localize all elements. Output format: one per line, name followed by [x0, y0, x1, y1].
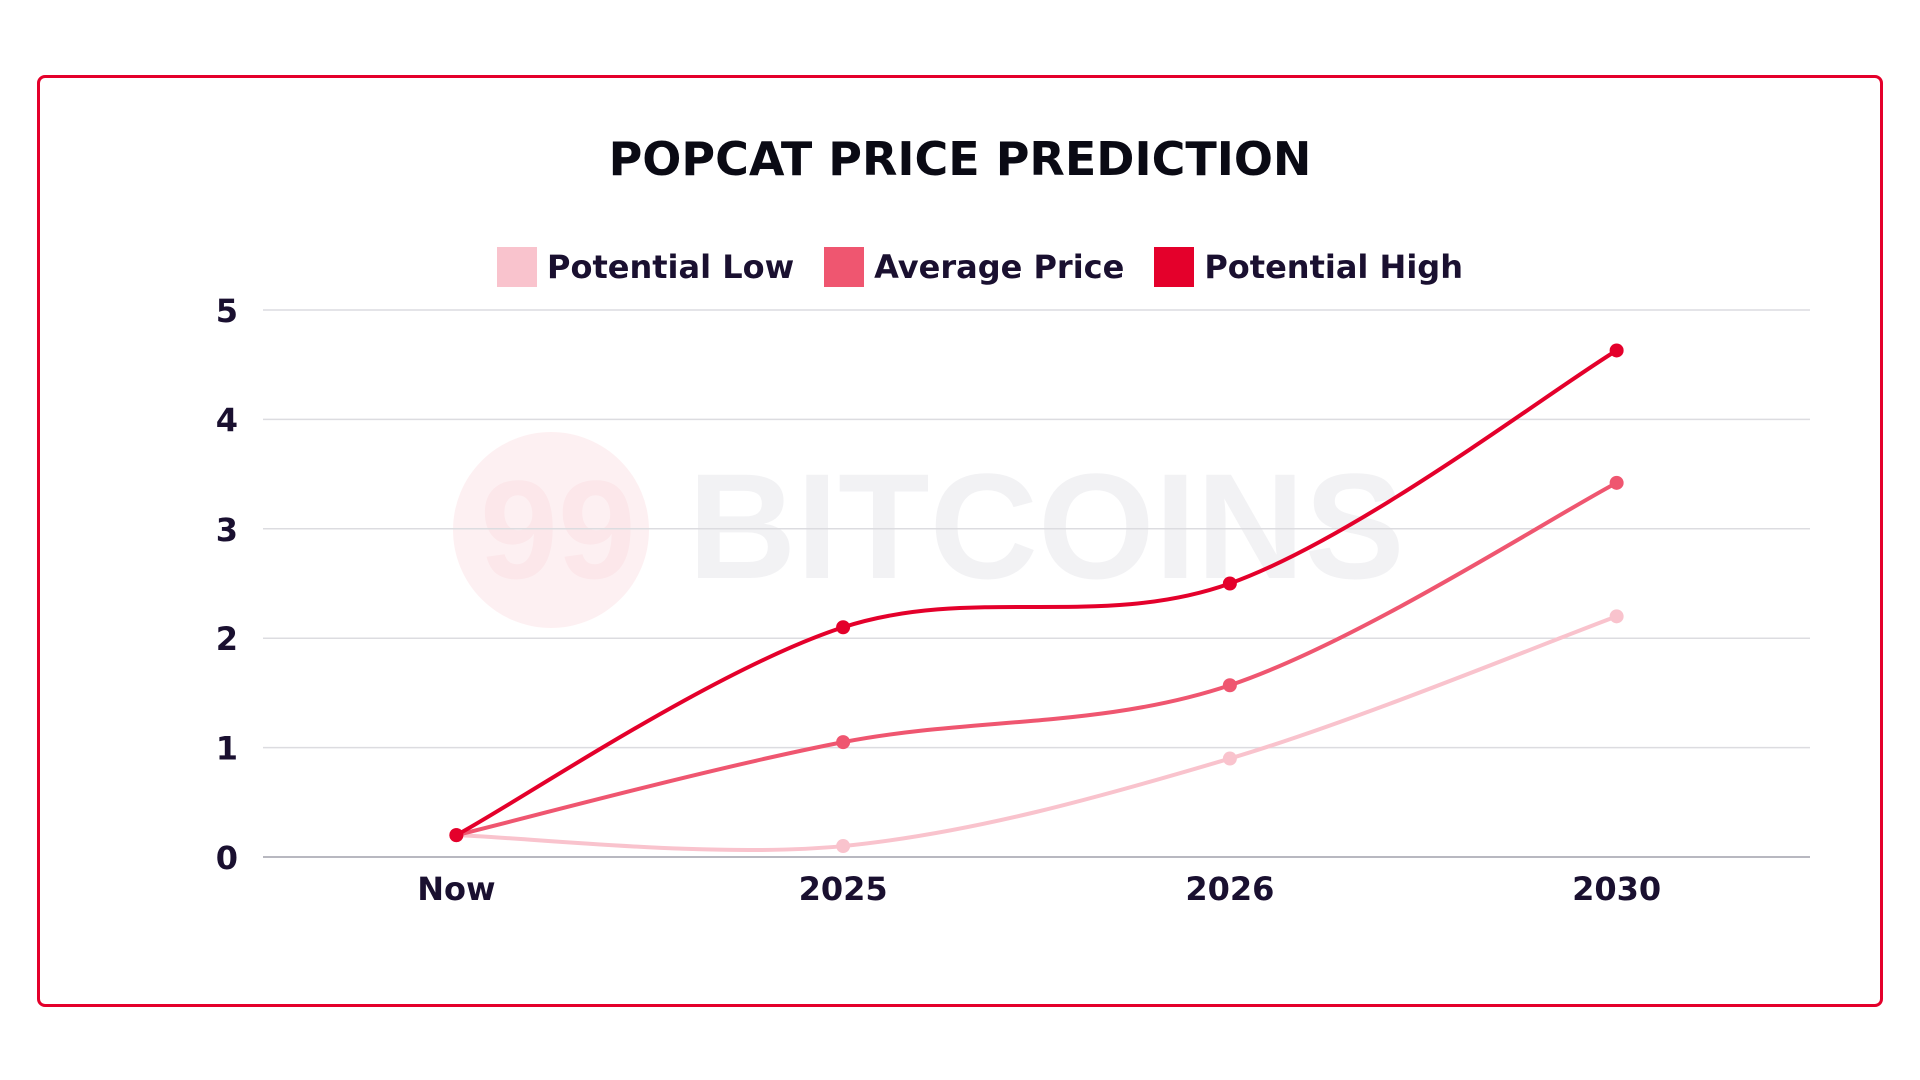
x-tick-label: 2025: [799, 870, 888, 908]
series-line-potential-high: [455, 348, 1618, 837]
legend-label: Potential Low: [547, 248, 795, 286]
data-point: [836, 620, 851, 635]
legend-label: Potential High: [1204, 248, 1463, 286]
chart-frame: [37, 75, 1883, 1007]
y-tick-label: 3: [216, 511, 238, 549]
y-tick-label: 2: [216, 620, 238, 658]
y-tick-label: 4: [216, 401, 238, 439]
data-point: [1609, 609, 1624, 624]
y-tick-label: 5: [216, 292, 238, 330]
legend-swatch-low: [497, 247, 538, 287]
x-tick-label: 2026: [1185, 870, 1274, 908]
chart-title: POPCAT PRICE PREDICTION: [608, 132, 1312, 186]
data-point: [1222, 576, 1237, 591]
watermark: BITCOINS 99: [453, 432, 1405, 628]
svg-text:BITCOINS: BITCOINS: [688, 442, 1405, 610]
series-line-potential-low: [456, 614, 1618, 852]
data-point: [1609, 343, 1624, 358]
series-line-average-price: [455, 481, 1618, 838]
x-tick-label: 2030: [1572, 870, 1661, 908]
legend-item-low: Potential Low: [497, 247, 794, 287]
data-point: [1222, 678, 1237, 693]
legend-label: Average Price: [874, 248, 1125, 286]
legend-item-average: Average Price: [824, 247, 1124, 287]
x-tick-label: Now: [417, 870, 495, 908]
legend-item-high: Potential High: [1154, 247, 1463, 287]
data-point: [1222, 751, 1237, 766]
y-tick-label: 0: [216, 839, 238, 877]
data-point: [449, 828, 464, 843]
y-tick-label: 1: [216, 730, 238, 768]
data-point: [836, 839, 851, 854]
legend: Potential Low Average Price Potential Hi…: [0, 247, 1920, 287]
data-point: [1609, 475, 1624, 490]
data-point: [836, 735, 851, 750]
legend-swatch-high: [1154, 247, 1195, 287]
legend-swatch-average: [824, 247, 865, 287]
